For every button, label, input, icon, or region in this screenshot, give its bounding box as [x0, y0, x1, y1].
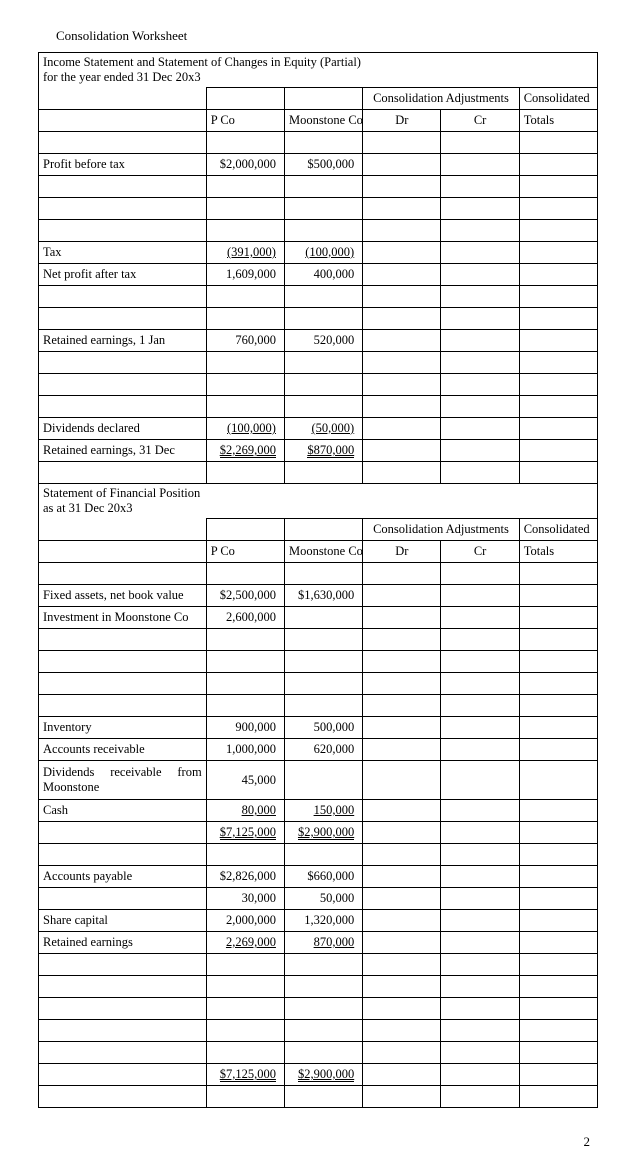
label-tax: Tax [39, 242, 207, 264]
moon-pbt: $500,000 [284, 154, 362, 176]
page-number: 2 [38, 1134, 598, 1150]
pco-re31dec: $2,269,000 [206, 440, 284, 462]
pco-dp: 30,000 [206, 888, 284, 910]
col-pco-1: P Co [206, 110, 284, 132]
label-re: Retained earnings [39, 932, 207, 954]
row-divrec: Dividends receivable from Moonstone 45,0… [39, 761, 598, 800]
col-consolidated-1: Consolidated [519, 88, 597, 110]
row-total1: $7,125,000 $2,900,000 [39, 822, 598, 844]
col-dr-2: Dr [363, 541, 441, 563]
col-totals-1: Totals [519, 110, 597, 132]
section2-title-line1: Statement of Financial Position [43, 486, 200, 500]
pco-ap: $2,826,000 [206, 866, 284, 888]
row-fa: Fixed assets, net book value $2,500,000 … [39, 585, 598, 607]
section1-title-line1: Income Statement and Statement of Change… [43, 55, 361, 69]
col-consolidated-2: Consolidated [519, 519, 597, 541]
moon-total1: $2,900,000 [284, 822, 362, 844]
col-adjustments-1: Consolidation Adjustments [363, 88, 520, 110]
label-npat: Net profit after tax [39, 264, 207, 286]
worksheet-title: Consolidation Worksheet [56, 28, 598, 44]
label-ar: Accounts receivable [39, 739, 207, 761]
section1-cols-row: P Co Moonstone Co Dr Cr Totals [39, 110, 598, 132]
label-divrec: Dividends receivable from Moonstone [39, 761, 207, 800]
col-cr-2: Cr [441, 541, 519, 563]
label-dp [39, 888, 207, 910]
section2-cols-row: P Co Moonstone Co Dr Cr Totals [39, 541, 598, 563]
row-total2: $7,125,000 $2,900,000 [39, 1064, 598, 1086]
row-cash: Cash 80,000 150,000 [39, 800, 598, 822]
pco-total2: $7,125,000 [206, 1064, 284, 1086]
row-inv-mco: Investment in Moonstone Co 2,600,000 [39, 607, 598, 629]
section1-header: Income Statement and Statement of Change… [39, 53, 598, 88]
col-dr-1: Dr [363, 110, 441, 132]
label-re1jan: Retained earnings, 1 Jan [39, 330, 207, 352]
pco-tax: (391,000) [206, 242, 284, 264]
section2-colgroup-row: Consolidation Adjustments Consolidated [39, 519, 598, 541]
label-fa: Fixed assets, net book value [39, 585, 207, 607]
row-tax: Tax (391,000) (100,000) [39, 242, 598, 264]
pco-div: (100,000) [206, 418, 284, 440]
row-ar: Accounts receivable 1,000,000 620,000 [39, 739, 598, 761]
moon-inventory: 500,000 [284, 717, 362, 739]
pco-cash: 80,000 [206, 800, 284, 822]
moon-tax: (100,000) [284, 242, 362, 264]
col-adjustments-2: Consolidation Adjustments [363, 519, 520, 541]
col-cr-1: Cr [441, 110, 519, 132]
pco-total1: $7,125,000 [206, 822, 284, 844]
row-ap: Accounts payable $2,826,000 $660,000 [39, 866, 598, 888]
moon-inv-mco [284, 607, 362, 629]
pco-ar: 1,000,000 [206, 739, 284, 761]
pco-pbt: $2,000,000 [206, 154, 284, 176]
label-inventory: Inventory [39, 717, 207, 739]
row-dp: 30,000 50,000 [39, 888, 598, 910]
pco-inventory: 900,000 [206, 717, 284, 739]
moon-total2: $2,900,000 [284, 1064, 362, 1086]
moon-re1jan: 520,000 [284, 330, 362, 352]
label-ap: Accounts payable [39, 866, 207, 888]
row-re31dec: Retained earnings, 31 Dec $2,269,000 $87… [39, 440, 598, 462]
row-re1jan: Retained earnings, 1 Jan 760,000 520,000 [39, 330, 598, 352]
moon-dp: 50,000 [284, 888, 362, 910]
pco-inv-mco: 2,600,000 [206, 607, 284, 629]
pco-sc: 2,000,000 [206, 910, 284, 932]
label-div: Dividends declared [39, 418, 207, 440]
section1-colgroup-row: Consolidation Adjustments Consolidated [39, 88, 598, 110]
section1-title-line2: for the year ended 31 Dec 20x3 [43, 70, 201, 84]
section2-title-line2: as at 31 Dec 20x3 [43, 501, 133, 515]
moon-ap: $660,000 [284, 866, 362, 888]
row-div: Dividends declared (100,000) (50,000) [39, 418, 598, 440]
row-sc: Share capital 2,000,000 1,320,000 [39, 910, 598, 932]
pco-fa: $2,500,000 [206, 585, 284, 607]
label-inv-mco: Investment in Moonstone Co [39, 607, 207, 629]
label-cash: Cash [39, 800, 207, 822]
label-pbt: Profit before tax [39, 154, 207, 176]
label-re31dec: Retained earnings, 31 Dec [39, 440, 207, 462]
pco-divrec: 45,000 [206, 761, 284, 800]
pco-re: 2,269,000 [206, 932, 284, 954]
col-moonstone-2: Moonstone Co [284, 541, 362, 563]
moon-re31dec: $870,000 [284, 440, 362, 462]
moon-npat: 400,000 [284, 264, 362, 286]
pco-re1jan: 760,000 [206, 330, 284, 352]
moon-fa: $1,630,000 [284, 585, 362, 607]
moon-cash: 150,000 [284, 800, 362, 822]
label-sc: Share capital [39, 910, 207, 932]
moon-divrec [284, 761, 362, 800]
consolidation-table: Income Statement and Statement of Change… [38, 52, 598, 1108]
pco-npat: 1,609,000 [206, 264, 284, 286]
row-npat: Net profit after tax 1,609,000 400,000 [39, 264, 598, 286]
col-moonstone-1: Moonstone Co [284, 110, 362, 132]
row-pbt: Profit before tax $2,000,000 $500,000 [39, 154, 598, 176]
moon-re: 870,000 [284, 932, 362, 954]
row-re: Retained earnings 2,269,000 870,000 [39, 932, 598, 954]
row-inventory: Inventory 900,000 500,000 [39, 717, 598, 739]
col-pco-2: P Co [206, 541, 284, 563]
col-totals-2: Totals [519, 541, 597, 563]
moon-ar: 620,000 [284, 739, 362, 761]
moon-sc: 1,320,000 [284, 910, 362, 932]
section2-header: Statement of Financial Position as at 31… [39, 484, 598, 519]
moon-div: (50,000) [284, 418, 362, 440]
